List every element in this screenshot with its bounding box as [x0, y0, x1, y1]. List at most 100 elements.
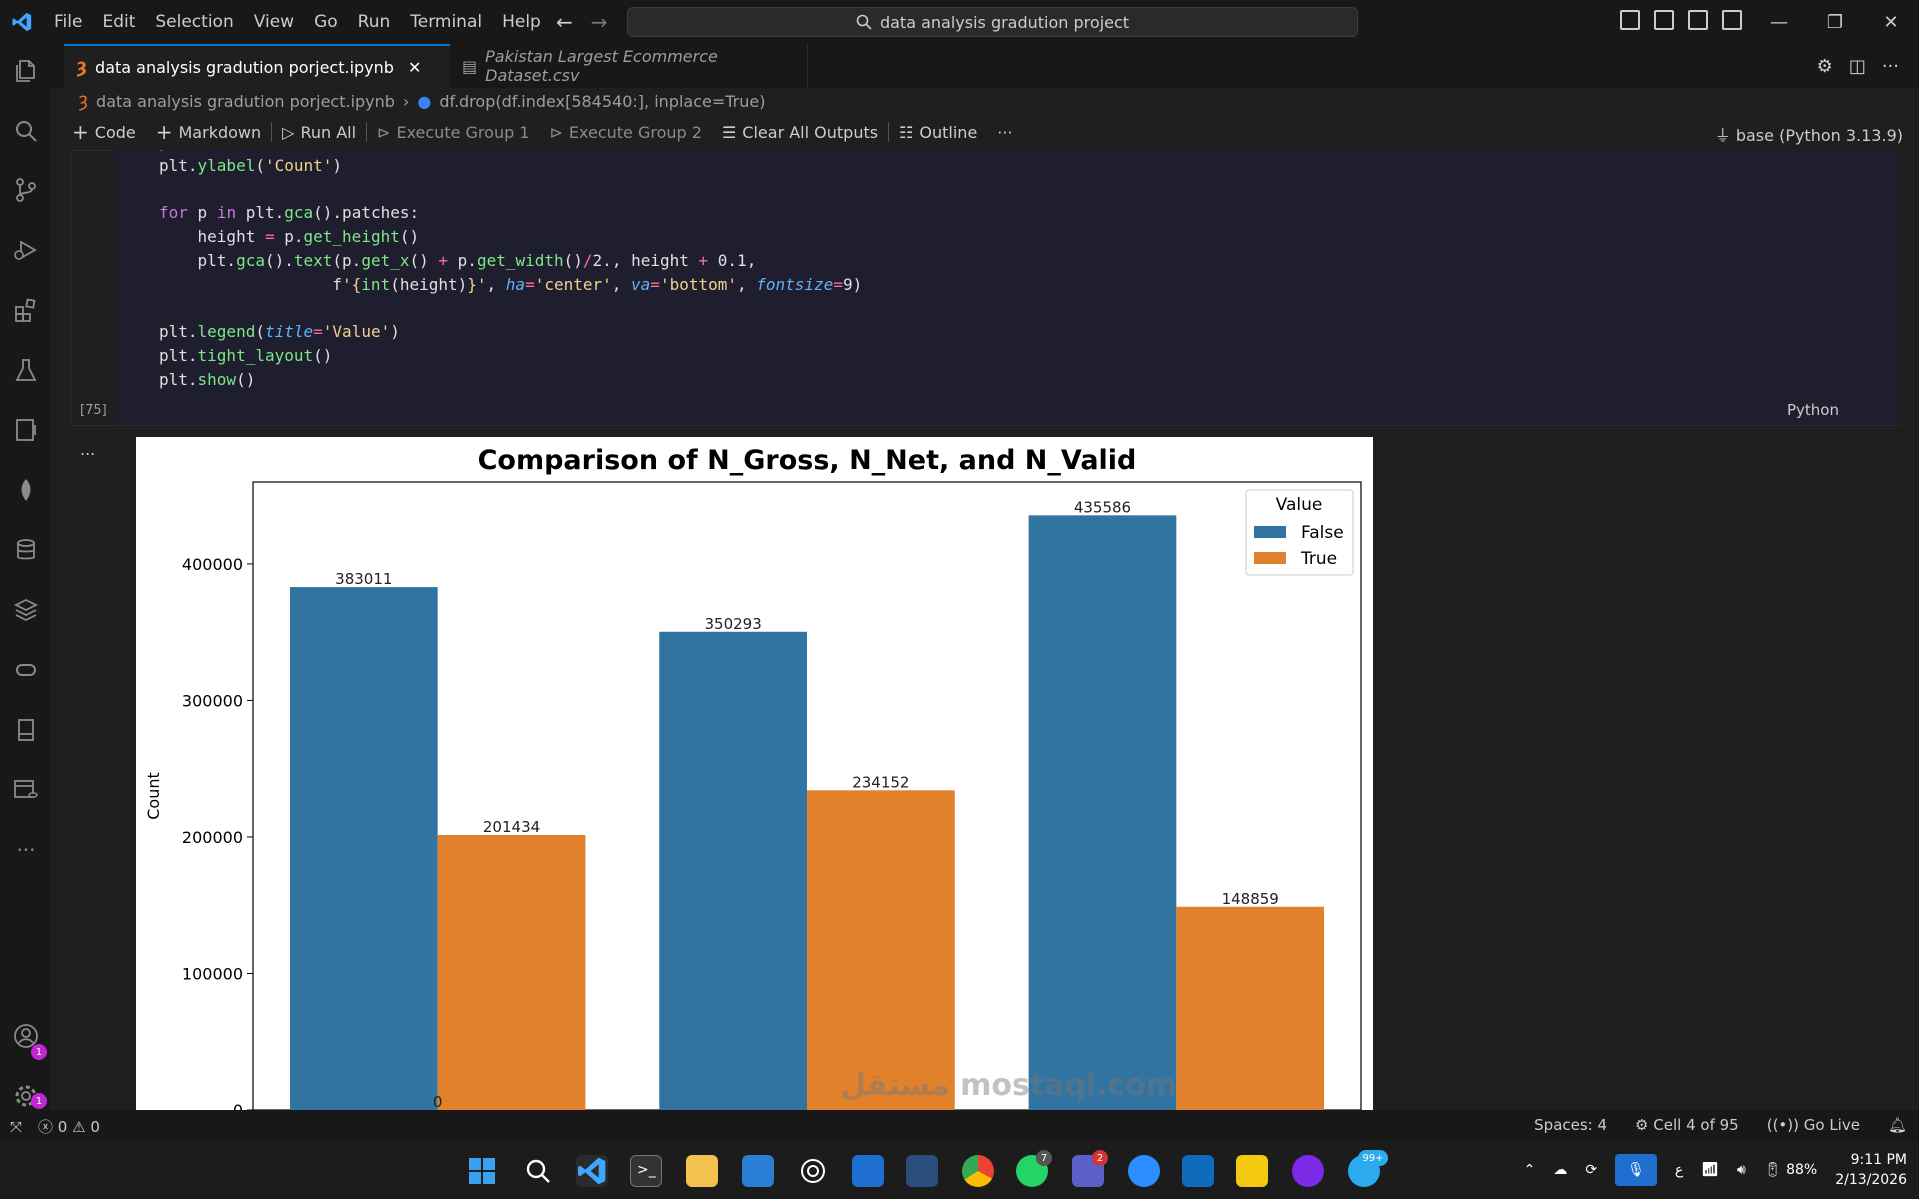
clock[interactable]: 9:11 PM 2/13/2026 — [1835, 1150, 1907, 1190]
plus-icon: + — [72, 120, 89, 144]
clock-time: 9:11 PM — [1850, 1152, 1907, 1168]
vscode-taskbar-icon[interactable] — [576, 1155, 608, 1187]
menu-selection[interactable]: Selection — [155, 12, 234, 32]
data-label: 383011 — [335, 570, 392, 588]
windows-start-icon[interactable] — [466, 1155, 498, 1187]
go-live-label: Go Live — [1803, 1116, 1860, 1134]
clear-outputs-icon: ☰ — [721, 122, 737, 142]
remote-explorer-icon[interactable] — [13, 657, 39, 683]
menu-file[interactable]: File — [54, 12, 83, 32]
chrome-taskbar-icon[interactable] — [962, 1155, 994, 1187]
go-live-button[interactable]: ((•)) Go Live — [1766, 1116, 1860, 1134]
data-wrangler-icon[interactable] — [13, 777, 39, 803]
output-more-button[interactable]: ... — [80, 440, 96, 459]
volume-icon[interactable]: 🔊︎ — [1737, 1162, 1746, 1178]
accounts-icon[interactable] — [13, 1023, 39, 1049]
code-text[interactable]: plt.xlabel('Variable') plt.ylabel('Count… — [159, 150, 863, 389]
toolbar-more-button[interactable]: ··· — [997, 122, 1013, 142]
show-hidden-icons-icon[interactable]: ⌃ — [1523, 1162, 1536, 1178]
database-icon[interactable] — [13, 537, 39, 563]
command-center-search[interactable]: data analysis gradution project — [627, 7, 1358, 37]
wifi-icon[interactable]: 📶︎ — [1701, 1162, 1720, 1178]
toolbar-separator — [271, 122, 273, 142]
code-cell-editor[interactable] — [115, 150, 1900, 425]
clear-all-outputs-button[interactable]: ☰ Clear All Outputs — [712, 123, 888, 142]
explorer-icon[interactable] — [13, 58, 39, 84]
sync-icon[interactable]: ⟳ — [1585, 1162, 1598, 1178]
search-taskbar-icon[interactable] — [522, 1155, 554, 1187]
toggle-primary-sidebar-icon[interactable] — [1654, 10, 1674, 30]
containers-icon[interactable] — [13, 717, 39, 743]
toggle-panel-icon[interactable] — [1688, 10, 1708, 30]
terminal-taskbar-icon[interactable]: >_ — [630, 1155, 662, 1187]
tab-notebook[interactable]: Ȝ data analysis gradution porject.ipynb … — [64, 44, 450, 88]
powerbi-taskbar-icon[interactable] — [1236, 1155, 1268, 1187]
add-code-button[interactable]: + Code — [50, 120, 146, 144]
chatgpt-taskbar-icon[interactable] — [797, 1155, 829, 1187]
jupyter-breadcrumb-icon: Ȝ — [78, 91, 89, 111]
problems-indicator[interactable]: ⓧ 0 ⚠ 0 — [38, 1118, 100, 1136]
menu-terminal[interactable]: Terminal — [410, 12, 483, 32]
close-window-icon[interactable]: ✕ — [1883, 11, 1899, 33]
back-arrow-icon[interactable]: ← — [556, 10, 573, 34]
extensions-icon[interactable] — [13, 297, 39, 323]
indentation-status[interactable]: Spaces: 4 — [1534, 1116, 1608, 1134]
remote-indicator-icon[interactable]: ⤧ — [10, 1117, 23, 1136]
data-label: 201434 — [483, 818, 540, 836]
input-language[interactable]: ع — [1674, 1162, 1684, 1178]
cell-position-status[interactable]: ⚙ Cell 4 of 95 — [1635, 1116, 1739, 1134]
minimize-icon[interactable]: — — [1770, 11, 1788, 33]
breadcrumb-symbol[interactable]: df.drop(df.index[584540:], inplace=True) — [439, 91, 766, 111]
more-views-icon[interactable]: ··· — [16, 838, 36, 862]
bar-false-n_gross — [289, 587, 438, 1110]
run-all-button[interactable]: ▷ Run All — [272, 123, 366, 142]
split-editor-icon[interactable]: ◫ — [1848, 56, 1866, 77]
menu-go[interactable]: Go — [314, 12, 338, 32]
battery-status[interactable]: 🔋︎ 88% — [1764, 1162, 1817, 1178]
execute-group-1-button[interactable]: ⊳ Execute Group 1 — [367, 123, 539, 142]
menu-run[interactable]: Run — [357, 12, 391, 32]
settings-gear-icon[interactable]: ⚙ — [1816, 56, 1833, 77]
y-tick-label: 200000 — [182, 828, 243, 847]
search-sidebar-icon[interactable] — [13, 118, 39, 144]
file-explorer-taskbar-icon[interactable] — [686, 1155, 718, 1187]
onedrive-icon[interactable]: ☁ — [1553, 1162, 1568, 1178]
restore-icon[interactable]: ❐ — [1826, 11, 1844, 33]
customize-layout-icon[interactable] — [1620, 10, 1640, 30]
execute-group-2-button[interactable]: ⊳ Execute Group 2 — [540, 123, 712, 142]
outlook-taskbar-icon[interactable] — [1182, 1155, 1214, 1187]
menu-help[interactable]: Help — [502, 12, 541, 32]
store-taskbar-icon[interactable] — [742, 1155, 774, 1187]
close-tab-icon[interactable]: ✕ — [407, 57, 422, 77]
remote-desktop-taskbar-icon[interactable] — [906, 1155, 938, 1187]
menu-view[interactable]: View — [253, 12, 295, 32]
data-label: 148859 — [1222, 890, 1279, 908]
notebook-toolbar: + Code + Markdown ▷ Run All ⊳ Execute Group … — [50, 114, 1919, 150]
mongodb-leaf-icon[interactable] — [13, 477, 39, 503]
kernel-icon: ⏚ — [1714, 126, 1731, 145]
run-debug-icon[interactable] — [13, 237, 39, 263]
kernel-picker[interactable]: ⏚ base (Python 3.13.9) — [1715, 122, 1903, 146]
accounts-badge: 1 — [31, 1044, 47, 1060]
clock-date: 2/13/2026 — [1835, 1172, 1907, 1188]
layers-icon[interactable] — [13, 597, 39, 623]
more-actions-icon[interactable]: ··· — [1881, 56, 1899, 77]
tab-csv[interactable]: ▤ Pakistan Largest Ecommerce Dataset.csv — [450, 44, 808, 88]
breadcrumb-file[interactable]: data analysis gradution porject.ipynb — [96, 91, 395, 111]
toggle-secondary-sidebar-icon[interactable] — [1722, 10, 1742, 30]
jupyter-notebook-icon[interactable] — [13, 417, 39, 443]
add-markdown-button[interactable]: + Markdown — [146, 120, 271, 144]
zoom-taskbar-icon[interactable] — [1128, 1155, 1160, 1187]
menu-edit[interactable]: Edit — [102, 12, 136, 32]
testing-flask-icon[interactable] — [13, 357, 39, 383]
canva-taskbar-icon[interactable] — [1292, 1155, 1324, 1187]
mail-taskbar-icon[interactable] — [852, 1155, 884, 1187]
notifications-bell-icon[interactable]: 🔔︎ — [1887, 1116, 1907, 1134]
legend-label-false: False — [1301, 523, 1344, 543]
cell-language-label[interactable]: Python — [1787, 401, 1839, 419]
forward-arrow-icon[interactable]: → — [590, 10, 608, 34]
source-control-icon[interactable] — [13, 177, 39, 203]
battery-icon: 🔋︎ — [1763, 1162, 1782, 1178]
microphone-icon[interactable]: 🎙︎ — [1615, 1154, 1657, 1186]
outline-button[interactable]: ☷ Outline — [889, 123, 987, 142]
